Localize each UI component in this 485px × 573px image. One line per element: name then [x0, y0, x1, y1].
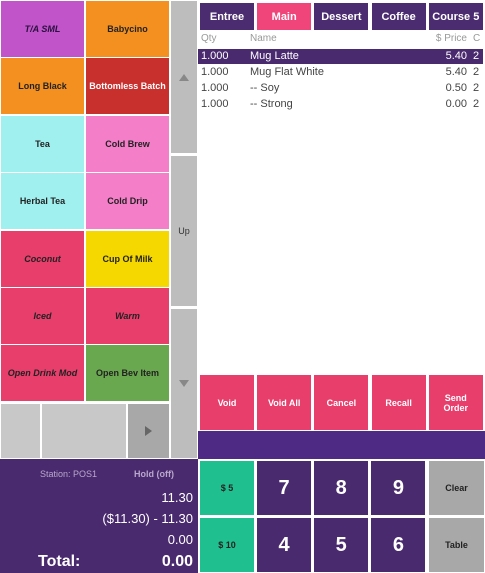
order-cell: 0.50: [445, 82, 467, 94]
total-row-value: ($11.30) - 11.30: [102, 511, 193, 526]
function-button[interactable]: Clear: [428, 460, 485, 516]
order-cell: 2: [473, 98, 480, 110]
category-tab[interactable]: Course 5: [427, 2, 484, 31]
total-value: 0.00: [161, 553, 193, 570]
total-row-value: 11.30: [161, 490, 193, 505]
order-cell: 1.000: [201, 50, 229, 62]
order-row[interactable]: [198, 81, 483, 96]
action-button[interactable]: Void All: [256, 374, 313, 431]
nav-blank[interactable]: [0, 403, 41, 459]
menu-button[interactable]: Iced: [0, 287, 85, 345]
category-tab[interactable]: Coffee: [370, 2, 427, 31]
order-cell: 0.00: [445, 98, 467, 110]
menu-button[interactable]: Long Black: [0, 57, 85, 115]
digit-button[interactable]: 9: [370, 460, 427, 516]
station: Station: POS1: [40, 469, 98, 479]
category-tab[interactable]: Main: [256, 2, 313, 31]
order-cell: -- Strong: [250, 98, 293, 110]
menu-button[interactable]: Bottomless Batch: [85, 57, 170, 115]
action-button[interactable]: Recall: [370, 374, 427, 431]
function-button[interactable]: Table: [428, 517, 485, 573]
column-header: Qty: [201, 33, 217, 44]
menu-button[interactable]: Open Drink Mod: [0, 344, 85, 402]
status-bar: [198, 431, 485, 459]
order-cell: Mug Flat White: [250, 66, 324, 78]
order-cell: 5.40: [445, 66, 467, 78]
menu-button[interactable]: Tea: [0, 115, 85, 173]
total-label: Total:: [38, 553, 81, 570]
totals-panel: [0, 459, 198, 573]
nav-next[interactable]: [127, 403, 170, 459]
scroll-down[interactable]: [170, 308, 198, 459]
digit-button[interactable]: 5: [313, 517, 370, 573]
order-cell: 2: [473, 66, 480, 78]
scroll-up[interactable]: [170, 0, 198, 154]
menu-button[interactable]: Warm: [85, 287, 170, 345]
cash-button[interactable]: $ 10: [199, 517, 255, 573]
action-button[interactable]: Send Order: [427, 374, 484, 431]
order-row-selected[interactable]: [198, 49, 483, 64]
hold: Hold (off): [134, 469, 174, 479]
nav-blank[interactable]: [41, 403, 127, 459]
order-cell: Mug Latte: [250, 50, 299, 62]
column-header: Name: [250, 33, 277, 44]
scroll-label[interactable]: Up: [170, 155, 198, 307]
order-header-bg: [198, 31, 485, 47]
menu-button[interactable]: Herbal Tea: [0, 172, 85, 230]
menu-button[interactable]: Cold Drip: [85, 172, 170, 230]
cash-button[interactable]: $ 5: [199, 460, 255, 516]
column-header: C: [473, 33, 481, 44]
order-cell: 1.000: [201, 98, 229, 110]
menu-button[interactable]: Babycino: [85, 0, 170, 58]
total-row-value: 0.00: [167, 532, 193, 547]
order-cell: 2: [473, 82, 480, 94]
order-cell: 2: [473, 50, 480, 62]
order-cell: 5.40: [445, 50, 467, 62]
category-tab[interactable]: Dessert: [313, 2, 370, 31]
order-row[interactable]: [198, 65, 483, 80]
category-tab[interactable]: Entree: [199, 2, 255, 31]
action-button[interactable]: Void: [199, 374, 255, 431]
digit-button[interactable]: 7: [256, 460, 312, 516]
action-button[interactable]: Cancel: [313, 374, 370, 431]
digit-button[interactable]: 4: [256, 517, 312, 573]
order-cell: 1.000: [201, 66, 229, 78]
menu-button[interactable]: Coconut: [0, 230, 85, 288]
menu-button[interactable]: Cup Of Milk: [85, 230, 170, 288]
digit-button[interactable]: 6: [370, 517, 427, 573]
menu-button[interactable]: T/A SML: [0, 0, 85, 58]
menu-button[interactable]: Open Bev Item: [85, 344, 170, 402]
order-row[interactable]: [198, 97, 483, 112]
order-cell: -- Soy: [250, 82, 280, 94]
menu-button[interactable]: Cold Brew: [85, 115, 170, 173]
order-cell: 1.000: [201, 82, 229, 94]
digit-button[interactable]: 8: [313, 460, 370, 516]
column-header: $ Price: [435, 33, 467, 44]
